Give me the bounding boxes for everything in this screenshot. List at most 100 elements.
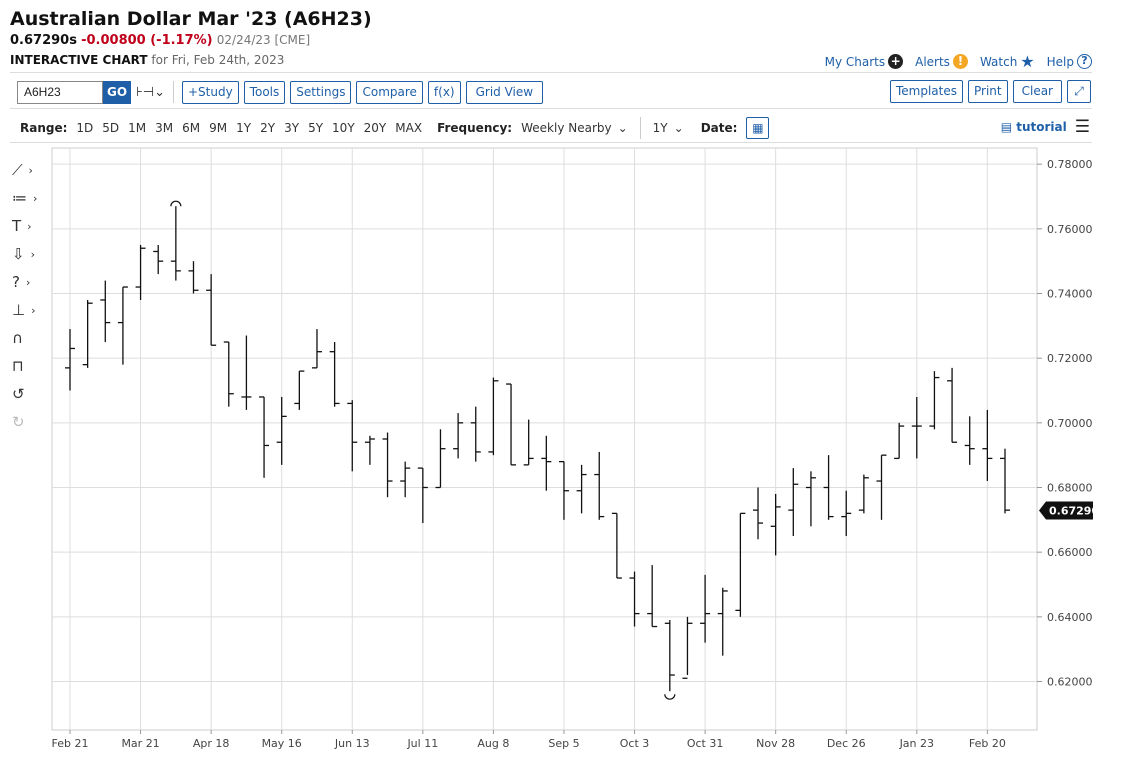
redo-tool[interactable]: ↻ — [12, 408, 52, 436]
fx-button[interactable]: f(x) — [427, 80, 461, 104]
ohlc-bar[interactable] — [911, 396, 922, 459]
print-button[interactable]: Print — [968, 80, 1008, 103]
ohlc-bar[interactable] — [488, 377, 499, 456]
range-10y[interactable]: 10Y — [332, 121, 355, 135]
ohlc-bar[interactable] — [735, 512, 746, 617]
range-1y[interactable]: 1Y — [236, 121, 252, 135]
menu-icon[interactable]: ☰ — [1074, 117, 1090, 137]
my-charts-link[interactable]: My Charts + — [825, 54, 904, 69]
question-tool[interactable]: ? › — [12, 268, 52, 296]
compare-button[interactable]: Compare — [356, 80, 423, 104]
range-3m[interactable]: 3M — [155, 121, 174, 135]
ohlc-bar[interactable] — [135, 245, 146, 300]
watch-link[interactable]: Watch ★ — [980, 52, 1035, 71]
grid-view-button[interactable]: Grid View — [465, 80, 544, 104]
ohlc-bar[interactable] — [858, 474, 869, 514]
tools-button[interactable]: Tools — [243, 80, 286, 104]
ohlc-bar[interactable] — [805, 471, 816, 527]
ohlc-bar[interactable] — [188, 261, 199, 294]
ohlc-bar[interactable] — [364, 435, 375, 465]
symbol-input[interactable] — [17, 80, 103, 104]
frequency-select[interactable]: Weekly Nearby ⌄ — [521, 121, 628, 135]
ohlc-bar[interactable] — [276, 396, 287, 465]
undo-tool[interactable]: ↺ — [12, 380, 52, 408]
ohlc-bar[interactable] — [1000, 448, 1010, 514]
ohlc-bar[interactable] — [241, 335, 252, 410]
ohlc-bar[interactable] — [647, 565, 658, 628]
ohlc-bar[interactable] — [223, 341, 234, 407]
ohlc-bar[interactable] — [576, 464, 587, 514]
range-1d[interactable]: 1D — [76, 121, 94, 135]
calendar-icon[interactable]: ▦ — [746, 117, 770, 139]
ohlc-bar[interactable] — [311, 329, 322, 369]
ohlc-bar[interactable] — [841, 490, 852, 536]
range-20y[interactable]: 20Y — [363, 121, 387, 135]
ohlc-bar[interactable] — [329, 342, 340, 407]
ohlc-bar[interactable] — [470, 406, 481, 462]
tutorial-link[interactable]: ▤ tutorial ☰ — [1001, 117, 1090, 137]
range-max[interactable]: MAX — [395, 121, 423, 135]
study-button[interactable]: +Study — [181, 80, 239, 104]
ohlc-bar[interactable] — [82, 299, 93, 368]
ohlc-bar[interactable] — [170, 206, 181, 281]
range-5y[interactable]: 5Y — [308, 121, 324, 135]
settings-button[interactable]: Settings — [290, 80, 352, 104]
range-5d[interactable]: 5D — [102, 121, 120, 135]
magnet-tool[interactable]: ∩ — [12, 324, 52, 352]
ohlc-bar[interactable] — [947, 367, 958, 443]
ohlc-bar[interactable] — [400, 461, 411, 498]
ohlc-bar[interactable] — [558, 460, 569, 520]
measure-tool[interactable]: ⊥ › — [12, 296, 52, 324]
ohlc-bar[interactable] — [876, 454, 887, 520]
ohlc-bar[interactable] — [117, 286, 128, 365]
range-6m[interactable]: 6M — [182, 121, 201, 135]
ohlc-bar[interactable] — [541, 435, 552, 491]
ohlc-bar[interactable] — [453, 413, 464, 459]
period-select[interactable]: 1Y ⌄ — [653, 121, 684, 135]
fib-tool[interactable]: ≔ › — [12, 184, 52, 212]
ohlc-bar[interactable] — [982, 409, 993, 482]
lock-tool[interactable]: ⊓ — [12, 352, 52, 380]
ohlc-bar[interactable] — [823, 455, 834, 520]
ohlc-bar[interactable] — [435, 429, 446, 489]
ohlc-bar[interactable] — [753, 487, 764, 540]
ohlc-bar[interactable] — [611, 512, 622, 579]
ohlc-bar[interactable] — [506, 383, 517, 466]
ohlc-bar[interactable] — [523, 419, 534, 466]
ohlc-bar[interactable] — [594, 451, 605, 520]
range-3y[interactable]: 3Y — [284, 121, 300, 135]
ohlc-bar[interactable] — [65, 329, 75, 391]
text-tool[interactable]: T › — [12, 212, 52, 240]
ohlc-bar[interactable] — [929, 371, 940, 430]
bar-type-icon[interactable]: ⊦⊣⌄ — [136, 84, 165, 100]
ohlc-bar[interactable] — [700, 574, 711, 643]
ohlc-bar[interactable] — [259, 396, 270, 478]
range-9m[interactable]: 9M — [209, 121, 228, 135]
ohlc-bar[interactable] — [682, 616, 693, 679]
ohlc-bar[interactable] — [347, 400, 358, 472]
ohlc-bar[interactable] — [294, 370, 305, 410]
ohlc-bar[interactable] — [100, 280, 111, 342]
ohlc-bar[interactable] — [894, 422, 905, 460]
alerts-link[interactable]: Alerts! — [915, 54, 968, 69]
range-1m[interactable]: 1M — [128, 121, 147, 135]
ohlc-bar[interactable] — [664, 620, 675, 692]
go-button[interactable]: GO — [103, 80, 131, 104]
ohlc-bar[interactable] — [629, 571, 640, 627]
ohlc-bar[interactable] — [717, 587, 728, 656]
ohlc-bar[interactable] — [770, 493, 781, 556]
clear-button[interactable]: Clear — [1012, 80, 1062, 103]
line-tool[interactable]: ⟋ › — [12, 156, 52, 184]
ohlc-bar[interactable] — [382, 432, 393, 498]
ohlc-bar[interactable] — [964, 416, 975, 465]
range-2y[interactable]: 2Y — [260, 121, 276, 135]
ohlc-bar[interactable] — [788, 468, 799, 536]
ohlc-bar[interactable] — [417, 467, 428, 524]
expand-icon[interactable]: ⤢ — [1067, 80, 1091, 103]
templates-button[interactable]: Templates — [889, 80, 963, 103]
help-link[interactable]: Help? — [1047, 54, 1092, 69]
ohlc-bar[interactable] — [153, 245, 164, 275]
arrow-tool[interactable]: ⇩ › — [12, 240, 52, 268]
ohlc-bar[interactable] — [206, 274, 217, 346]
